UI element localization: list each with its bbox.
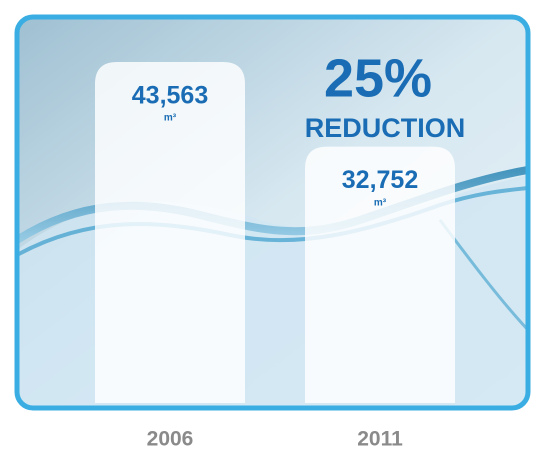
value-label: 43,563	[132, 82, 208, 110]
x-tick-label: 2006	[147, 428, 194, 451]
value-label: 32,752	[342, 166, 418, 194]
bar	[305, 146, 455, 403]
unit-label: m³	[164, 113, 177, 124]
x-tick-label: 2011	[357, 428, 403, 451]
frame	[14, 14, 531, 411]
bar	[95, 62, 245, 403]
unit-label: m³	[374, 197, 387, 208]
headline-text: REDUCTION	[305, 113, 466, 143]
headline-percent: 25%	[324, 48, 432, 108]
